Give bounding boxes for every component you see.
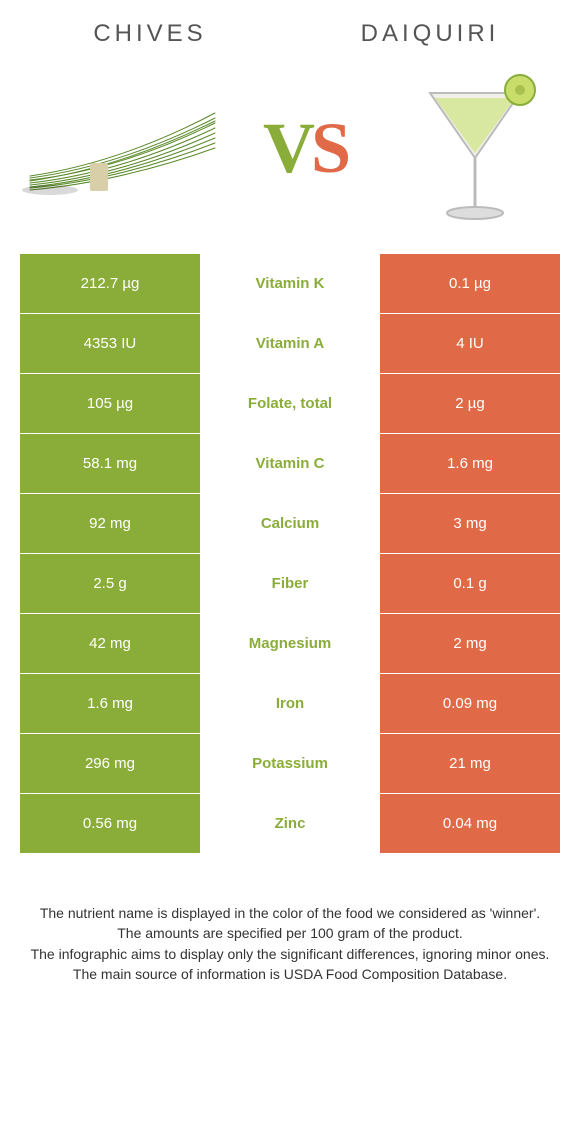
value-right: 0.09 mg bbox=[380, 674, 560, 733]
table-row: 212.7 µgVitamin K0.1 µg bbox=[20, 253, 560, 313]
vs-s: S bbox=[311, 108, 347, 188]
value-right: 2 µg bbox=[380, 374, 560, 433]
value-right: 21 mg bbox=[380, 734, 560, 793]
value-left: 212.7 µg bbox=[20, 254, 200, 313]
nutrient-label: Vitamin K bbox=[200, 254, 380, 313]
titles-row: CHIVES DAIQUIRI bbox=[0, 0, 580, 53]
hero-row: VS bbox=[0, 53, 580, 253]
value-left: 4353 IU bbox=[20, 314, 200, 373]
nutrient-label: Calcium bbox=[200, 494, 380, 553]
value-right: 2 mg bbox=[380, 614, 560, 673]
nutrient-label: Iron bbox=[200, 674, 380, 733]
nutrient-label: Potassium bbox=[200, 734, 380, 793]
vs-label: VS bbox=[220, 107, 390, 190]
value-left: 0.56 mg bbox=[20, 794, 200, 853]
nutrient-table: 212.7 µgVitamin K0.1 µg4353 IUVitamin A4… bbox=[0, 253, 580, 853]
value-left: 2.5 g bbox=[20, 554, 200, 613]
value-left: 105 µg bbox=[20, 374, 200, 433]
footnote-line: The nutrient name is displayed in the co… bbox=[30, 903, 550, 923]
value-left: 296 mg bbox=[20, 734, 200, 793]
title-right: DAIQUIRI bbox=[290, 20, 570, 48]
value-right: 1.6 mg bbox=[380, 434, 560, 493]
value-left: 42 mg bbox=[20, 614, 200, 673]
table-row: 42 mgMagnesium2 mg bbox=[20, 613, 560, 673]
nutrient-label: Fiber bbox=[200, 554, 380, 613]
nutrient-label: Folate, total bbox=[200, 374, 380, 433]
footnotes: The nutrient name is displayed in the co… bbox=[0, 853, 580, 1004]
hero-left bbox=[20, 88, 220, 208]
title-left: CHIVES bbox=[10, 20, 290, 48]
chives-icon bbox=[20, 88, 220, 208]
footnote-line: The amounts are specified per 100 gram o… bbox=[30, 923, 550, 943]
table-row: 58.1 mgVitamin C1.6 mg bbox=[20, 433, 560, 493]
value-left: 1.6 mg bbox=[20, 674, 200, 733]
table-row: 4353 IUVitamin A4 IU bbox=[20, 313, 560, 373]
footnote-line: The main source of information is USDA F… bbox=[30, 964, 550, 984]
value-right: 4 IU bbox=[380, 314, 560, 373]
table-row: 296 mgPotassium21 mg bbox=[20, 733, 560, 793]
nutrient-label: Magnesium bbox=[200, 614, 380, 673]
nutrient-label: Vitamin A bbox=[200, 314, 380, 373]
nutrient-label: Vitamin C bbox=[200, 434, 380, 493]
value-left: 92 mg bbox=[20, 494, 200, 553]
value-right: 0.04 mg bbox=[380, 794, 560, 853]
vs-v: V bbox=[263, 108, 311, 188]
table-row: 1.6 mgIron0.09 mg bbox=[20, 673, 560, 733]
table-row: 105 µgFolate, total2 µg bbox=[20, 373, 560, 433]
hero-right bbox=[390, 68, 560, 228]
value-right: 0.1 µg bbox=[380, 254, 560, 313]
value-right: 3 mg bbox=[380, 494, 560, 553]
table-row: 2.5 gFiber0.1 g bbox=[20, 553, 560, 613]
table-row: 0.56 mgZinc0.04 mg bbox=[20, 793, 560, 853]
daiquiri-icon bbox=[405, 68, 545, 228]
table-row: 92 mgCalcium3 mg bbox=[20, 493, 560, 553]
value-right: 0.1 g bbox=[380, 554, 560, 613]
nutrient-label: Zinc bbox=[200, 794, 380, 853]
footnote-line: The infographic aims to display only the… bbox=[30, 944, 550, 964]
value-left: 58.1 mg bbox=[20, 434, 200, 493]
